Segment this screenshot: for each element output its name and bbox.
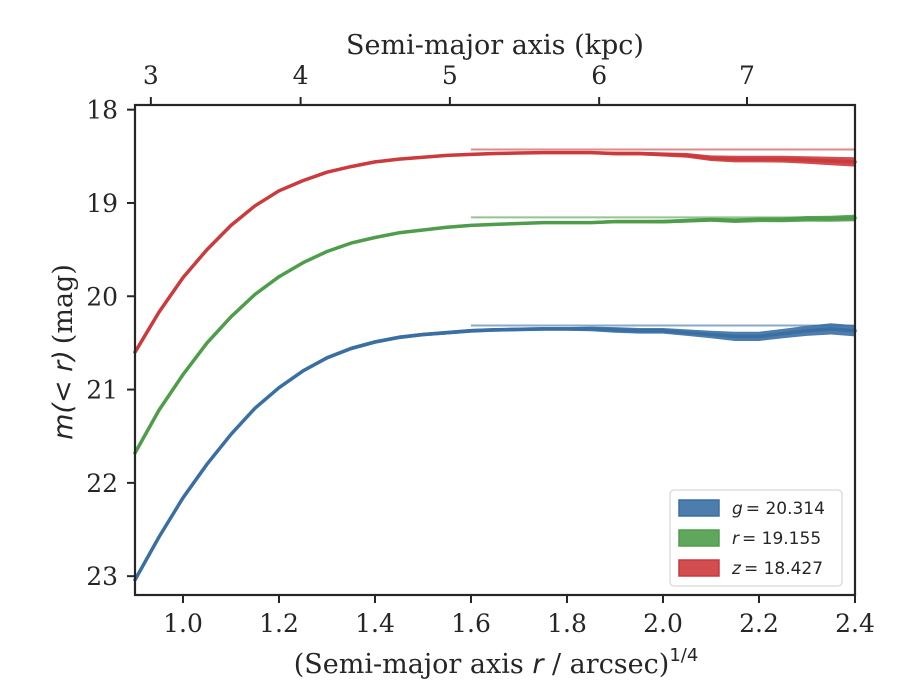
legend-label-var: r [732,529,740,549]
y-axis-label: m(< r) (mag) [48,264,79,440]
x-axis-label-prefix: (Semi-major axis [294,649,533,680]
x-tick-label: 1.0 [163,609,203,638]
series-asymptotes [471,148,855,327]
x-tick-label: 2.4 [835,609,875,638]
x-axis-label-exponent: 1/4 [669,645,698,666]
series-band-z [135,151,855,354]
legend-swatch-z [678,559,720,577]
x-tick-label: 1.2 [259,609,299,638]
x-tick-label: 1.8 [547,609,587,638]
legend-label-r: r = 19.155 [732,529,821,549]
y-tick-label: 18 [86,96,118,125]
legend-label-var: g [732,499,743,519]
y-axis-label-var: m(< r) [48,350,79,440]
y-tick-label: 22 [86,469,118,498]
y-tick-label: 21 [86,376,118,405]
x-axis-ticks: 1.0 1.2 1.4 1.6 1.8 2.0 2.2 2.4 [163,595,875,638]
legend-label-value: = 19.155 [742,529,821,549]
top-tick-label: 4 [293,61,309,90]
plot-frame [133,103,857,597]
top-tick-label: 5 [442,61,458,90]
y-tick-label: 19 [86,189,118,218]
legend-label-g: g = 20.314 [732,499,825,519]
x-axis-label-var: r [532,649,545,680]
legend-label-z: z = 18.427 [731,559,823,579]
top-tick-label: 6 [591,61,607,90]
x-tick-label: 2.0 [643,609,683,638]
legend-label-value: = 18.427 [744,559,823,579]
x-tick-label: 1.4 [355,609,395,638]
y-tick-label: 23 [86,562,118,591]
x-axis-label-suffix: / arcsec) [543,649,669,680]
x-tick-label: 1.6 [451,609,491,638]
x-tick-label: 2.2 [739,609,779,638]
y-axis-ticks: 18 19 20 21 22 23 [86,96,135,591]
series-line-z [133,150,857,354]
legend-label-value: = 20.314 [746,499,825,519]
x-axis-label: (Semi-major axis r / arcsec)1/4 [294,645,699,680]
y-axis-label-unit: (mag) [48,264,79,344]
legend-swatch-r [678,529,720,547]
top-tick-label: 7 [739,61,755,90]
y-tick-label: 20 [86,282,118,311]
legend-label-var: z [731,559,742,579]
legend-swatch-g [678,499,720,517]
top-tick-label: 3 [143,61,159,90]
top-axis-label: Semi-major axis (kpc) [346,30,644,61]
top-axis-ticks: 3 4 5 6 7 [143,61,755,105]
series-lines [133,150,857,582]
